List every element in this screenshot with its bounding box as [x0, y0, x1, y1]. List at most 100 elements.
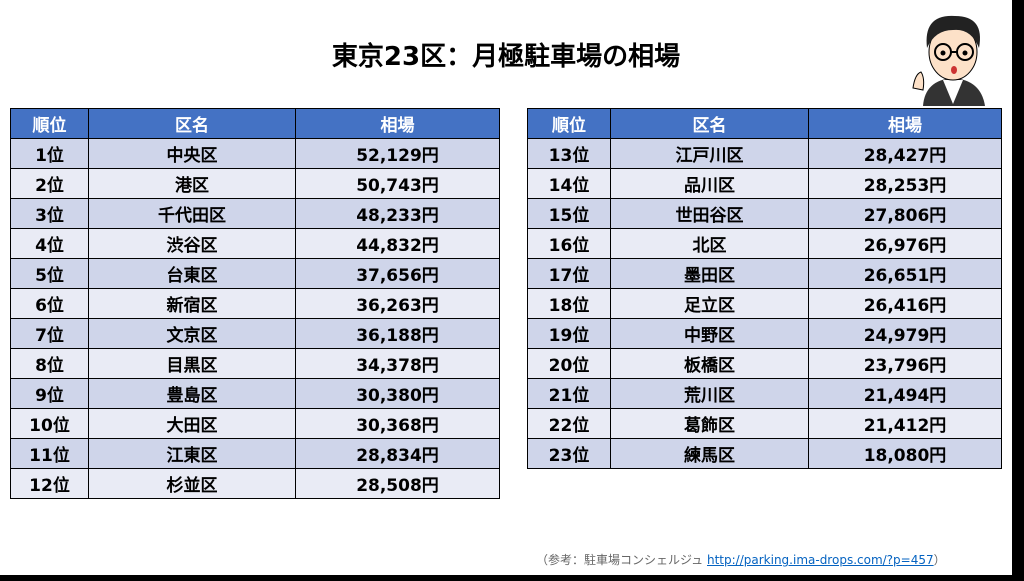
table-cell: 9位: [10, 378, 89, 409]
table-cell: 21位: [527, 378, 611, 409]
table-cell: 3位: [10, 198, 89, 229]
table-cell: 24,979円: [808, 318, 1002, 349]
header-row: 順位 区名 相場: [10, 108, 500, 139]
footer-text: ）: [933, 553, 946, 567]
table-cell: 4位: [10, 228, 89, 259]
table-row: 21位 荒川区 21,494円: [527, 378, 1002, 409]
table-cell: 16位: [527, 228, 611, 259]
table-row: 17位 墨田区 26,651円: [527, 258, 1002, 289]
table-cell: 5位: [10, 258, 89, 289]
header-row: 順位 区名 相場: [527, 108, 1002, 139]
table-cell: 34,378円: [295, 348, 500, 379]
table-cell: 20位: [527, 348, 611, 379]
header-cell: 区名: [88, 108, 296, 139]
table-row: 10位 大田区 30,368円: [10, 408, 500, 439]
slide: 東京23区：月極駐車場の相場 順位 区名 相場 1位 中央区 52,129円 2位 港区 50,…: [0, 0, 1012, 575]
table-cell: 28,427円: [808, 138, 1002, 169]
table-cell: 26,651円: [808, 258, 1002, 289]
header-cell: 相場: [295, 108, 500, 139]
table-cell: 荒川区: [610, 378, 809, 409]
header-cell: 順位: [10, 108, 89, 139]
header-cell: 順位: [527, 108, 611, 139]
table-cell: 品川区: [610, 168, 809, 199]
table-row: 1位 中央区 52,129円: [10, 138, 500, 169]
table-cell: 26,976円: [808, 228, 1002, 259]
table-cell: 大田区: [88, 408, 296, 439]
table-cell: 50,743円: [295, 168, 500, 199]
table-cell: 15位: [527, 198, 611, 229]
table-cell: 23位: [527, 438, 611, 469]
footer: （参考：駐車場コンシェルジュ http://parking.ima-drops.…: [536, 551, 946, 568]
table-cell: 11位: [10, 438, 89, 469]
table-cell: 文京区: [88, 318, 296, 349]
table-cell: 中央区: [88, 138, 296, 169]
ranking-table: 順位 区名 相場 1位 中央区 52,129円 2位 港区 50,743円 3位 千代田区 48,23…: [10, 108, 500, 499]
footer-link[interactable]: http://parking.ima-drops.com/?p=457: [707, 553, 934, 567]
table-cell: 世田谷区: [610, 198, 809, 229]
table-cell: 中野区: [610, 318, 809, 349]
table-cell: 12位: [10, 468, 89, 499]
table-cell: 葛飾区: [610, 408, 809, 439]
table-row: 6位 新宿区 36,263円: [10, 288, 500, 319]
table-cell: 10位: [10, 408, 89, 439]
table-cell: 杉並区: [88, 468, 296, 499]
table-row: 22位 葛飾区 21,412円: [527, 408, 1002, 439]
table-row: 14位 品川区 28,253円: [527, 168, 1002, 199]
table-cell: 48,233円: [295, 198, 500, 229]
table-cell: 36,188円: [295, 318, 500, 349]
character-illustration: [912, 15, 985, 106]
table-row: 20位 板橋区 23,796円: [527, 348, 1002, 379]
header-cell: 相場: [808, 108, 1002, 139]
table-cell: 8位: [10, 348, 89, 379]
table-row: 13位 江戸川区 28,427円: [527, 138, 1002, 169]
table-cell: 墨田区: [610, 258, 809, 289]
table-row: 15位 世田谷区 27,806円: [527, 198, 1002, 229]
table-row: 19位 中野区 24,979円: [527, 318, 1002, 349]
ranking-table: 順位 区名 相場 13位 江戸川区 28,427円 14位 品川区 28,253円 15位 世田谷区…: [527, 108, 1002, 469]
table-cell: 江東区: [88, 438, 296, 469]
table-row: 23位 練馬区 18,080円: [527, 438, 1002, 469]
table-cell: 28,508円: [295, 468, 500, 499]
table-cell: 37,656円: [295, 258, 500, 289]
table-row: 8位 目黒区 34,378円: [10, 348, 500, 379]
table-row: 16位 北区 26,976円: [527, 228, 1002, 259]
table-cell: 22位: [527, 408, 611, 439]
table-cell: 44,832円: [295, 228, 500, 259]
table-cell: 練馬区: [610, 438, 809, 469]
table-cell: 21,412円: [808, 408, 1002, 439]
title: 東京23区：月極駐車場の相場: [331, 42, 681, 72]
table-cell: 21,494円: [808, 378, 1002, 409]
table-cell: 目黒区: [88, 348, 296, 379]
table-cell: 北区: [610, 228, 809, 259]
header-cell: 区名: [610, 108, 809, 139]
table-cell: 1位: [10, 138, 89, 169]
table-cell: 17位: [527, 258, 611, 289]
table-cell: 30,380円: [295, 378, 500, 409]
table-row: 12位 杉並区 28,508円: [10, 468, 500, 499]
table-cell: 豊島区: [88, 378, 296, 409]
table-row: 11位 江東区 28,834円: [10, 438, 500, 469]
table-cell: 13位: [527, 138, 611, 169]
table-cell: 7位: [10, 318, 89, 349]
table-cell: 28,834円: [295, 438, 500, 469]
table-cell: 27,806円: [808, 198, 1002, 229]
table-cell: 2位: [10, 168, 89, 199]
table-cell: 36,263円: [295, 288, 500, 319]
table-cell: 6位: [10, 288, 89, 319]
table-cell: 30,368円: [295, 408, 500, 439]
table-cell: 足立区: [610, 288, 809, 319]
table-cell: 14位: [527, 168, 611, 199]
table-cell: 19位: [527, 318, 611, 349]
table-row: 9位 豊島区 30,380円: [10, 378, 500, 409]
table-row: 2位 港区 50,743円: [10, 168, 500, 199]
table-cell: 新宿区: [88, 288, 296, 319]
table-row: 5位 台東区 37,656円: [10, 258, 500, 289]
table-row: 7位 文京区 36,188円: [10, 318, 500, 349]
table-cell: 26,416円: [808, 288, 1002, 319]
table-cell: 板橋区: [610, 348, 809, 379]
table-cell: 28,253円: [808, 168, 1002, 199]
table-cell: 23,796円: [808, 348, 1002, 379]
table-row: 4位 渋谷区 44,832円: [10, 228, 500, 259]
table-cell: 渋谷区: [88, 228, 296, 259]
